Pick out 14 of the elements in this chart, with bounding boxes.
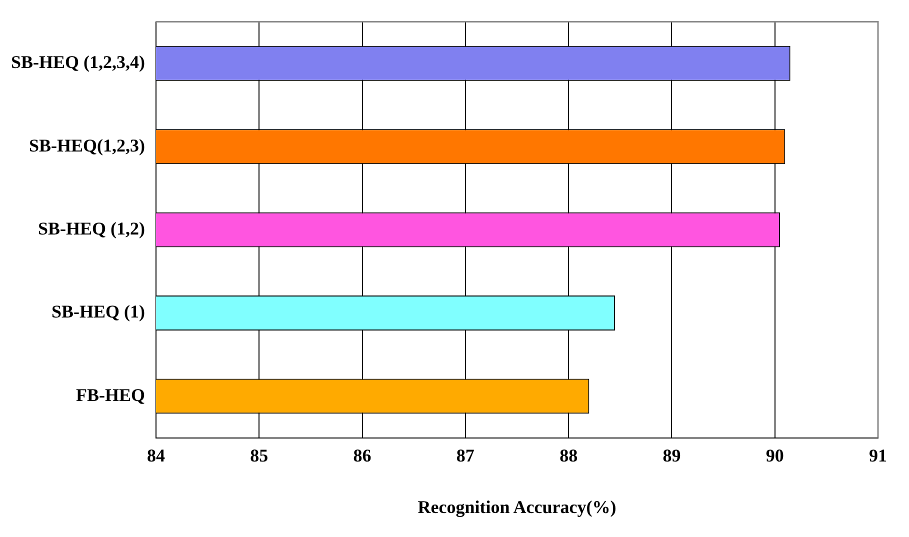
x-tick-label: 91 xyxy=(869,445,887,466)
y-tick-label: SB-HEQ (1,2) xyxy=(38,218,146,238)
x-tick-label: 86 xyxy=(353,445,372,466)
y-tick-label: FB-HEQ xyxy=(76,384,146,405)
x-tick-label: 84 xyxy=(147,445,166,466)
y-tick-label: SB-HEQ (1) xyxy=(51,302,146,322)
x-tick-label: 85 xyxy=(250,445,268,466)
x-axis-title: Recognition Accuracy(%) xyxy=(418,496,616,517)
x-tick-label: 89 xyxy=(662,445,681,466)
x-tick-label: 90 xyxy=(766,445,784,466)
y-tick-label: SB-HEQ(1,2,3) xyxy=(28,135,146,156)
x-tick-label: 87 xyxy=(456,445,474,466)
y-tick-label: SB-HEQ (1,2,3,4) xyxy=(10,52,146,72)
x-tick-label: 88 xyxy=(560,445,578,466)
